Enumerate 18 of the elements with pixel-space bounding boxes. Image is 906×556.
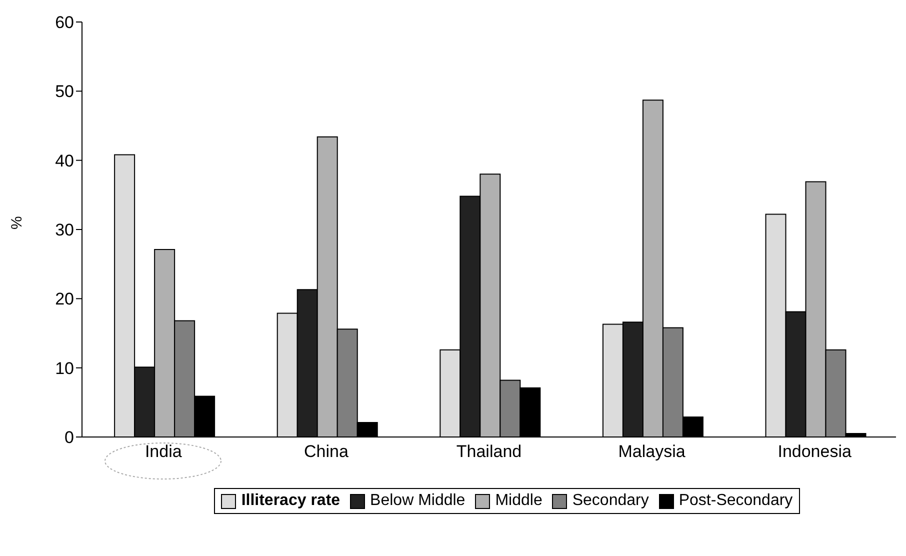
y-tick-label: 60 (55, 13, 74, 32)
x-tick-label: Thailand (456, 442, 522, 462)
y-tick-label: 0 (64, 428, 74, 448)
y-tick-label: 10 (55, 358, 74, 378)
x-tick-label: China (304, 442, 349, 462)
y-axis-title: % (8, 216, 26, 230)
legend-label: Middle (494, 492, 542, 510)
x-tick-label: India (144, 442, 182, 462)
x-tick-label: Indonesia (778, 442, 852, 462)
legend-label: Post-Secondary (678, 492, 793, 510)
y-tick-label: 40 (55, 151, 74, 170)
legend-label: Below Middle (369, 492, 466, 510)
y-tick-label: 50 (55, 82, 74, 102)
y-tick-label: 30 (55, 220, 74, 240)
y-tick-label: 20 (55, 290, 74, 309)
x-tick-label: Malaysia (618, 442, 686, 462)
legend-label: Illiteracy rate (240, 492, 340, 510)
legend-label: Secondary (571, 492, 649, 510)
